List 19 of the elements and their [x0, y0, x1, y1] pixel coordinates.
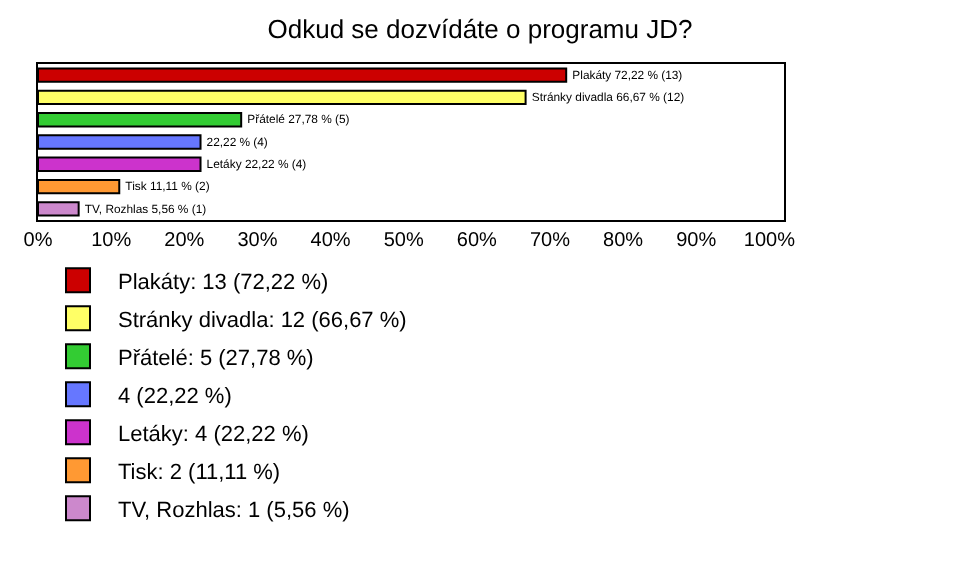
- legend-label: Stránky divadla: 12 (66,67 %): [118, 308, 407, 333]
- legend-label: Tisk: 2 (11,11 %): [118, 460, 281, 485]
- x-tick-label: 0%: [23, 230, 53, 252]
- x-tick-label: 70%: [529, 230, 571, 252]
- legend-label: TV, Rozhlas: 1 (5,56 %): [118, 498, 350, 523]
- x-tick-label: 80%: [603, 230, 644, 252]
- legend-label: Přátelé: 5 (27,78 %): [118, 346, 314, 371]
- x-tick-label: 40%: [310, 230, 351, 252]
- legend-label: Plakáty: 13 (72,22 %): [118, 270, 329, 295]
- x-tick-label: 50%: [383, 230, 424, 252]
- x-tick-label: 90%: [676, 230, 717, 252]
- legend-label: Letáky: 4 (22,22 %): [118, 422, 309, 447]
- x-tick-label: 10%: [91, 230, 132, 252]
- x-tick-label: 60%: [456, 230, 498, 252]
- x-tick-label: 100%: [743, 230, 796, 252]
- x-tick-label: 30%: [237, 230, 278, 252]
- chart-title: Odkud se dozvídáte o programu JD?: [267, 13, 693, 44]
- x-tick-label: 20%: [164, 230, 205, 252]
- legend-label: 4 (22,22 %): [118, 384, 232, 409]
